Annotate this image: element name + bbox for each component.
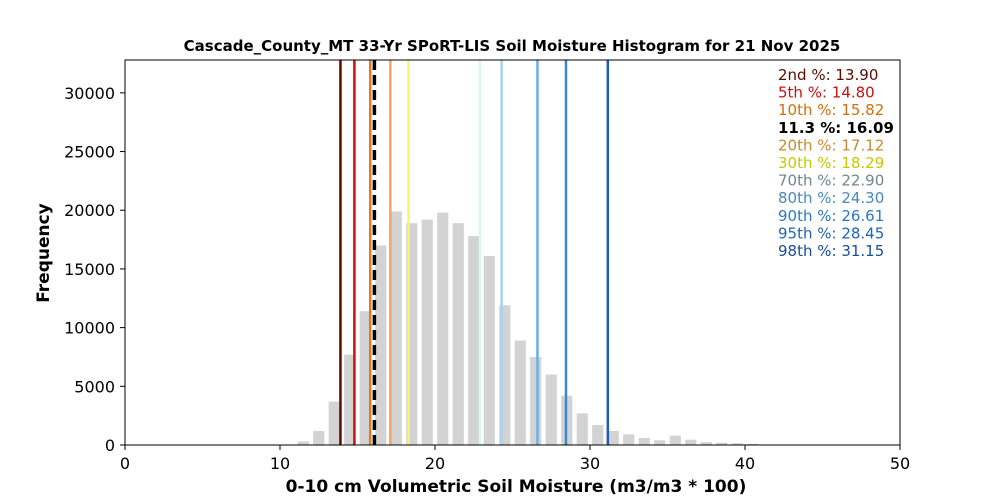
histogram-bar <box>468 236 480 445</box>
bars-group <box>297 211 759 445</box>
histogram-bar <box>638 437 650 445</box>
histogram-bar <box>731 443 743 445</box>
legend-entry: 20th %: 17.12 <box>778 136 884 154</box>
histogram-bar <box>700 442 712 445</box>
histogram-bar <box>297 441 309 445</box>
histogram-bar <box>747 443 759 445</box>
histogram-bar <box>592 425 604 445</box>
legend-entry: 70th %: 22.90 <box>778 172 884 190</box>
y-tick-label: 10000 <box>64 319 115 338</box>
y-tick-label: 0 <box>105 436 115 455</box>
x-tick-label: 50 <box>890 454 910 473</box>
x-tick-label: 40 <box>735 454 755 473</box>
legend-entry: 90th %: 26.61 <box>778 207 884 225</box>
histogram-bar <box>576 413 588 445</box>
histogram-bar <box>716 442 728 445</box>
y-axis-ticks: 0 5000 10000 15000 20000 25000 30000 <box>64 84 125 455</box>
histogram-bar <box>607 430 619 445</box>
y-tick-label: 15000 <box>64 260 115 279</box>
legend-entry: 95th %: 28.45 <box>778 224 884 242</box>
x-axis-label: 0-10 cm Volumetric Soil Moisture (m3/m3 … <box>286 477 747 497</box>
x-tick-label: 10 <box>270 454 290 473</box>
legend-entry: 2nd %: 13.90 <box>778 66 878 84</box>
histogram-bar <box>685 439 697 445</box>
histogram-bar <box>669 435 681 445</box>
histogram-bar <box>313 430 325 445</box>
legend-entry: 98th %: 31.15 <box>778 242 884 260</box>
x-tick-label: 20 <box>425 454 445 473</box>
chart-title: Cascade_County_MT 33-Yr SPoRT-LIS Soil M… <box>184 37 841 55</box>
histogram-bar <box>499 305 511 445</box>
y-axis-label: Frequency <box>34 203 54 303</box>
histogram-bar <box>514 340 526 445</box>
histogram-bar <box>375 245 387 445</box>
legend-entry: 10th %: 15.82 <box>778 101 884 119</box>
histogram-bar <box>406 223 418 445</box>
y-tick-label: 5000 <box>74 377 115 396</box>
x-tick-label: 0 <box>120 454 130 473</box>
legend-entry: 30th %: 18.29 <box>778 154 884 172</box>
x-tick-label: 30 <box>580 454 600 473</box>
y-tick-label: 25000 <box>64 143 115 162</box>
histogram-bar <box>421 219 433 445</box>
legend-entry: 80th %: 24.30 <box>778 189 884 207</box>
histogram-bar <box>452 223 464 445</box>
y-tick-label: 30000 <box>64 84 115 103</box>
y-tick-label: 20000 <box>64 201 115 220</box>
histogram-bar <box>390 211 402 445</box>
histogram-bar <box>344 354 356 445</box>
legend-entry: 5th %: 14.80 <box>778 84 875 102</box>
legend-entry: 11.3 %: 16.09 <box>778 119 894 137</box>
percentile-lines-group <box>339 60 610 445</box>
histogram-bar <box>359 311 371 445</box>
histogram-bar <box>654 440 666 445</box>
x-axis-ticks: 0 10 20 30 40 50 <box>120 445 910 473</box>
histogram-bar <box>545 374 557 445</box>
histogram-bar <box>530 356 542 445</box>
histogram-bar <box>623 434 635 445</box>
histogram-bar <box>437 212 449 445</box>
plot-frame <box>124 59 901 446</box>
histogram-bar <box>483 256 495 445</box>
histogram-bar <box>328 401 340 445</box>
